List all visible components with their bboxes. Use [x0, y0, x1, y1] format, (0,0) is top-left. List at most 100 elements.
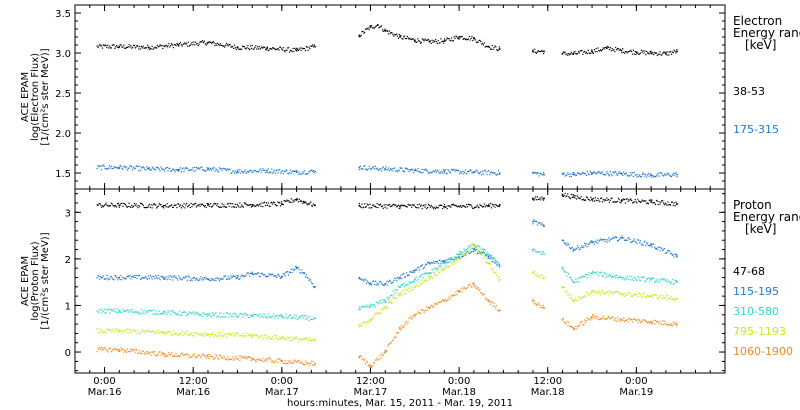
scatter-dot: [359, 278, 361, 280]
scatter-dot: [129, 206, 131, 208]
scatter-dot: [541, 253, 543, 255]
scatter-dot: [112, 167, 114, 170]
scatter-dot: [472, 39, 474, 42]
scatter-dot: [454, 258, 456, 260]
scatter-dot: [100, 330, 102, 332]
scatter-dot: [489, 257, 492, 260]
scatter-dot: [368, 321, 370, 323]
scatter-dot: [151, 207, 153, 209]
scatter-dot: [662, 174, 664, 176]
scatter-dot: [364, 28, 367, 30]
scatter-dot: [573, 172, 575, 174]
scatter-dot: [461, 170, 463, 172]
scatter-dot: [117, 277, 120, 279]
scatter-dot: [232, 276, 234, 278]
scatter-dot: [296, 198, 299, 200]
scatter-dot: [106, 168, 108, 170]
scatter-dot: [276, 169, 278, 171]
scatter-dot: [240, 334, 242, 336]
scatter-dot: [578, 297, 580, 299]
scatter-dot: [220, 356, 222, 359]
scatter-dot: [659, 320, 661, 323]
scatter-dot: [309, 338, 311, 340]
scatter-dot: [417, 266, 419, 268]
scatter-dot: [459, 36, 462, 38]
scatter-dot: [312, 170, 315, 172]
scatter-dot: [656, 298, 658, 300]
scatter-dot: [374, 165, 376, 167]
scatter-dot: [133, 329, 135, 331]
scatter-dot: [104, 312, 106, 314]
scatter-dot: [482, 257, 485, 259]
scatter-dot: [311, 44, 314, 46]
scatter-dot: [183, 311, 185, 313]
scatter-dot: [477, 250, 479, 253]
scatter-dot: [628, 175, 630, 177]
scatter-dot: [397, 331, 399, 334]
scatter-dot: [460, 172, 462, 174]
scatter-dot: [277, 273, 279, 275]
data-point: [458, 36, 460, 38]
scatter-dot: [305, 274, 307, 276]
scatter-dot: [179, 167, 182, 169]
scatter-dot: [419, 40, 421, 43]
y-axis-title-line: log(Electron Flux): [30, 53, 41, 141]
scatter-dot: [468, 249, 470, 251]
scatter-dot: [401, 325, 403, 327]
scatter-dot: [489, 173, 491, 176]
scatter-dot: [402, 170, 404, 172]
data-point: [650, 174, 652, 177]
scatter-dot: [631, 275, 633, 277]
scatter-dot: [576, 174, 578, 176]
scatter-dot: [369, 320, 371, 322]
scatter-dot: [438, 259, 440, 262]
scatter-dot: [256, 334, 258, 336]
scatter-dot: [146, 277, 148, 280]
scatter-dot: [123, 330, 125, 332]
scatter-dot: [631, 321, 634, 323]
scatter-dot: [614, 290, 616, 293]
scatter-dot: [236, 172, 238, 174]
scatter-dot: [637, 173, 639, 176]
scatter-dot: [186, 167, 189, 169]
scatter-dot: [274, 274, 276, 277]
scatter-dot: [485, 297, 487, 299]
scatter-dot: [300, 199, 302, 202]
scatter-dot: [438, 272, 440, 274]
scatter-dot: [588, 243, 590, 245]
scatter-dot: [231, 333, 233, 336]
scatter-dot: [637, 321, 639, 324]
scatter-dot: [138, 332, 140, 334]
scatter-dot: [498, 266, 501, 269]
scatter-dot: [421, 309, 423, 311]
scatter-dot: [426, 39, 428, 42]
scatter-dot: [183, 170, 185, 173]
scatter-dot: [262, 313, 264, 315]
scatter-dot: [561, 287, 564, 289]
scatter-dot: [488, 253, 490, 256]
scatter-dot: [392, 290, 394, 293]
scatter-dot: [208, 358, 210, 360]
scatter-dot: [217, 170, 219, 172]
scatter-dot: [143, 277, 145, 279]
scatter-dot: [238, 335, 240, 337]
scatter-dot: [230, 334, 232, 336]
scatter-dot: [584, 321, 587, 324]
scatter-dot: [123, 166, 125, 168]
scatter-dot: [622, 237, 624, 239]
scatter-dot: [563, 172, 565, 174]
scatter-dot: [612, 236, 614, 238]
scatter-dot: [673, 298, 675, 300]
scatter-dot: [576, 53, 578, 55]
scatter-dot: [183, 203, 185, 205]
scatter-dot: [155, 355, 158, 357]
scatter-dot: [607, 276, 609, 278]
scatter-dot: [149, 274, 151, 276]
scatter-dot: [663, 204, 666, 206]
scatter-dot: [127, 311, 129, 313]
scatter-dot: [306, 339, 308, 341]
scatter-dot: [373, 304, 376, 306]
scatter-dot: [488, 46, 490, 48]
scatter-dot: [163, 45, 166, 47]
scatter-dot: [365, 282, 368, 284]
